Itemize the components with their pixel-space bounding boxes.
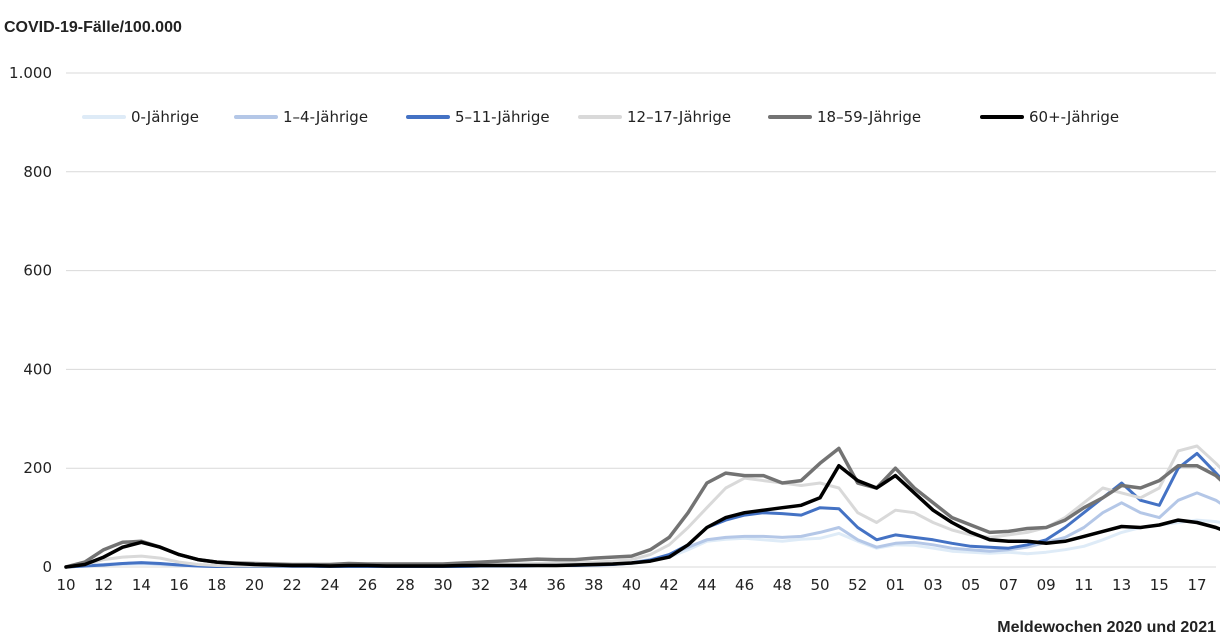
x-tick-label: 10 — [56, 576, 75, 594]
x-tick-label: 32 — [471, 576, 490, 594]
x-tick-label: 28 — [396, 576, 415, 594]
legend-label: 18–59-Jährige — [817, 108, 921, 126]
series-line-4 — [64, 446, 1220, 569]
x-tick-label: 14 — [132, 576, 151, 594]
x-tick-label: 48 — [773, 576, 792, 594]
x-tick-label: 36 — [547, 576, 566, 594]
x-tick-label: 16 — [170, 576, 189, 594]
legend-label: 60+-Jährige — [1029, 108, 1119, 126]
series-line-5 — [64, 463, 1220, 569]
y-axis-title: COVID-19-Fälle/100.000 — [4, 19, 182, 36]
y-tick-label: 600 — [23, 262, 52, 280]
series-line-3 — [64, 444, 1220, 569]
x-tick-label: 20 — [245, 576, 264, 594]
y-tick-label: 200 — [23, 459, 52, 477]
x-tick-label: 24 — [320, 576, 339, 594]
legend-label: 0-Jährige — [131, 108, 199, 126]
x-tick-label: 38 — [584, 576, 603, 594]
x-tick-label: 11 — [1074, 576, 1093, 594]
x-tick-label: 52 — [848, 576, 867, 594]
x-tick-label: 15 — [1150, 576, 1169, 594]
x-tick-label: 46 — [735, 576, 754, 594]
x-tick-label: 44 — [697, 576, 716, 594]
x-tick-label: 22 — [283, 576, 302, 594]
y-tick-label: 1.000 — [9, 64, 52, 82]
series-lines — [64, 444, 1220, 569]
y-tick-labels: 0 200 400 600 800 1.000 — [9, 64, 52, 576]
x-tick-label: 26 — [358, 576, 377, 594]
y-tick-label: 400 — [23, 360, 52, 378]
legend-label: 1–4-Jährige — [283, 108, 368, 126]
legend: 0-Jährige 1–4-Jährige 5–11-Jährige 12–17-Jä… — [82, 108, 1119, 126]
x-tick-labels: 10 12 14 16 18 20 22 24 26 28 30 32 34 36 38 40 42 44 46 48… — [56, 576, 1206, 594]
x-tick-label: 50 — [810, 576, 829, 594]
x-tick-label: 34 — [509, 576, 528, 594]
x-tick-label: 13 — [1112, 576, 1131, 594]
legend-label: 5–11-Jährige — [455, 108, 550, 126]
x-tick-label: 40 — [622, 576, 641, 594]
y-tick-label: 800 — [23, 163, 52, 181]
x-tick-label: 30 — [433, 576, 452, 594]
x-tick-label: 09 — [1037, 576, 1056, 594]
x-tick-label: 01 — [886, 576, 905, 594]
x-tick-label: 03 — [924, 576, 943, 594]
y-tick-label: 0 — [42, 558, 52, 576]
legend-label: 12–17-Jährige — [627, 108, 731, 126]
x-tick-label: 42 — [660, 576, 679, 594]
x-tick-label: 12 — [94, 576, 113, 594]
x-tick-label: 05 — [961, 576, 980, 594]
x-axis-title: Meldewochen 2020 und 2021 — [997, 619, 1216, 636]
x-tick-label: 18 — [207, 576, 226, 594]
x-tick-label: 17 — [1187, 576, 1206, 594]
gridlines — [66, 72, 1216, 568]
x-tick-label: 07 — [999, 576, 1018, 594]
